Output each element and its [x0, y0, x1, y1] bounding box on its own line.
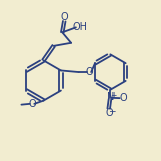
- Text: OH: OH: [73, 22, 88, 32]
- Text: +: +: [110, 91, 116, 100]
- Text: O: O: [85, 67, 93, 77]
- Text: O: O: [28, 99, 36, 109]
- Text: −: −: [108, 107, 115, 116]
- Text: O: O: [105, 108, 113, 118]
- Text: O: O: [60, 12, 68, 22]
- Text: O: O: [120, 93, 128, 103]
- Text: N: N: [107, 92, 114, 102]
